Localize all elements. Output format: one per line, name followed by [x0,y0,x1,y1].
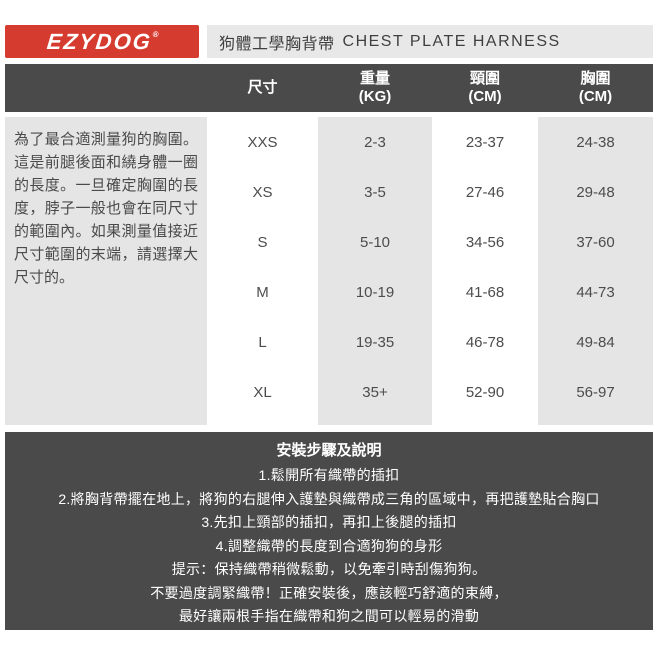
column-header-weight: 重量 (KG) [318,64,432,112]
page-title: 狗體工學胸背帶 CHEST PLATE HARNESS [207,25,653,58]
instruction-line: 不要過度調緊織帶！正確安裝後，應該輕巧舒適的束縛， [150,584,508,601]
size-cell: L [258,333,267,351]
header-spacer [5,64,207,112]
page-title-en: CHEST PLATE HARNESS [342,32,561,50]
weight-cell: 2-3 [364,133,386,151]
neck-cell: 34-56 [465,233,505,251]
registered-mark: ® [151,29,159,39]
neck-column: 23-37 27-46 34-56 41-68 46-78 52-90 [432,117,538,425]
column-header-weight-label: 重量 [359,70,390,87]
weight-cell: 10-19 [355,283,395,301]
size-cell: XS [252,183,273,201]
column-header-chest-unit: (CM) [578,88,613,105]
neck-cell: 23-37 [465,133,505,151]
ezydog-logo: EZYDOG® [5,25,199,58]
weight-cell: 35+ [362,383,388,401]
instruction-line: 提示：保持織帶稍微鬆動，以免牽引時刮傷狗狗。 [171,561,487,577]
instruction-line: 1.鬆開所有織帶的插扣 [258,467,400,483]
brand-header: EZYDOG® 狗體工學胸背帶 CHEST PLATE HARNESS [5,25,653,58]
ezydog-logo-text: EZYDOG® [45,28,159,54]
neck-cell: 27-46 [465,183,505,201]
size-cell: S [257,233,268,251]
chest-column: 24-38 29-48 37-60 44-73 49-84 56-97 [538,117,653,425]
size-table-body: 為了最合適測量狗的胸圍。這是前腿後面和繞身體一圈的長度。一旦確定胸圍的長度，脖子… [5,117,653,425]
column-header-weight-unit: (KG) [358,88,392,105]
neck-cell: 46-78 [465,333,505,351]
instruction-line: 2.將胸背帶擺在地上，將狗的右腿伸入護墊與織帶成三角的區域中，再把護墊貼合胸口 [58,490,600,507]
column-header-size: 尺寸 [207,64,318,112]
chest-cell: 37-60 [576,233,615,251]
neck-cell: 52-90 [465,383,505,401]
weight-cell: 19-35 [355,333,395,351]
weight-column: 2-3 3-5 5-10 10-19 19-35 35+ [318,117,432,425]
chest-cell: 44-73 [576,283,615,301]
chest-cell: 24-38 [576,133,615,151]
column-header-neck-unit: (CM) [468,88,502,105]
weight-cell: 3-5 [364,183,386,201]
size-cell: XXS [247,133,278,151]
instruction-lines: 1.鬆開所有織帶的插扣 2.將胸背帶擺在地上，將狗的右腿伸入護墊與織帶成三角的區域… [5,464,653,629]
instruction-line: 最好讓兩根手指在織帶和狗之間可以輕易的滑動 [178,608,480,624]
column-header-chest: 胸圍 (CM) [538,64,653,112]
instructions-title: 安裝步驟及說明 [276,442,382,459]
size-cell: XL [253,383,272,401]
column-header-size-label: 尺寸 [247,79,278,96]
page-title-zh: 狗體工學胸背帶 [219,35,335,53]
size-column: XXS XS S M L XL [207,117,318,425]
column-header-neck: 頸圍 (CM) [432,64,538,112]
size-table-header: 尺寸 重量 (KG) 頸圍 (CM) 胸圍 (CM) [5,64,653,112]
measurement-note: 為了最合適測量狗的胸圍。這是前腿後面和繞身體一圈的長度。一旦確定胸圍的長度，脖子… [5,117,207,425]
instruction-line: 4.調整織帶的長度到合適狗狗的身形 [215,537,443,554]
installation-instructions: 安裝步驟及說明 1.鬆開所有織帶的插扣 2.將胸背帶擺在地上，將狗的右腿伸入護墊與… [5,432,653,630]
column-header-chest-label: 胸圍 [580,70,611,87]
neck-cell: 41-68 [465,283,505,301]
instruction-line: 3.先扣上頸部的插扣，再扣上後腿的插扣 [201,514,457,530]
chest-cell: 29-48 [576,183,615,201]
column-header-neck-label: 頸圍 [469,70,500,87]
chest-cell: 49-84 [576,333,615,351]
size-cell: M [256,283,269,301]
weight-cell: 5-10 [359,233,391,251]
chest-cell: 56-97 [576,383,615,401]
